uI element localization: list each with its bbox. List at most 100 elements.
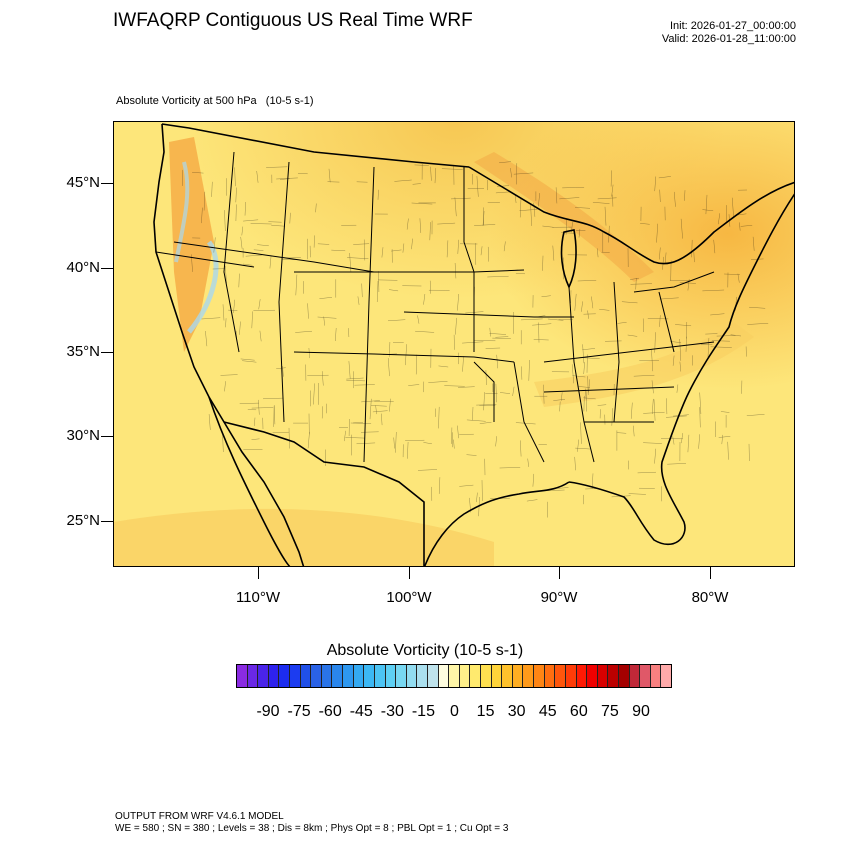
county-line: [687, 434, 690, 453]
county-line: [356, 442, 376, 444]
county-line: [348, 361, 351, 379]
county-line: [489, 333, 507, 335]
county-line: [577, 280, 597, 282]
county-line: [253, 249, 264, 251]
county-line: [659, 189, 661, 203]
county-line: [654, 332, 656, 353]
county-line: [478, 496, 480, 517]
county-line: [262, 397, 284, 399]
county-line: [582, 348, 596, 350]
county-line: [345, 437, 366, 439]
colorbar: [236, 664, 672, 688]
colorbar-cell: [417, 665, 428, 687]
county-line: [503, 241, 506, 252]
county-line: [466, 419, 486, 422]
lon-label-110: 110°W: [235, 589, 281, 606]
county-line: [282, 366, 284, 377]
field-label: Absolute Vorticity at 500 hPa (10-5 s-1): [116, 95, 314, 107]
county-line: [346, 380, 366, 382]
county-line: [585, 391, 587, 412]
county-line: [665, 415, 687, 418]
county-line: [285, 257, 301, 259]
county-line: [243, 219, 259, 222]
county-line: [457, 239, 459, 254]
county-line: [417, 315, 420, 324]
county-line: [499, 392, 511, 394]
county-line: [480, 246, 483, 256]
valid-time: Valid: 2026-01-28_11:00:00: [661, 33, 796, 45]
county-line: [585, 488, 598, 490]
county-line: [191, 254, 193, 272]
county-line: [235, 330, 238, 342]
colorbar-cell: [374, 665, 386, 687]
county-line: [412, 183, 421, 185]
county-line: [328, 168, 331, 183]
county-line: [489, 327, 491, 337]
county-line: [543, 384, 545, 404]
colorbar-cell: [353, 665, 365, 687]
colorbar-cell: [470, 665, 482, 687]
county-line: [718, 436, 731, 438]
county-line: [268, 221, 282, 223]
county-line: [393, 437, 395, 449]
county-line: [269, 255, 272, 269]
county-line: [271, 225, 286, 227]
colorbar-tick-label: 30: [507, 703, 526, 720]
county-line: [495, 436, 497, 447]
county-line: [591, 296, 594, 309]
county-line: [718, 213, 720, 225]
county-line: [527, 458, 529, 467]
county-line: [364, 239, 365, 261]
coastlines: [153, 123, 794, 566]
county-line: [276, 177, 298, 180]
map-canvas: [114, 122, 794, 566]
county-line: [680, 218, 683, 239]
county-line: [526, 499, 538, 502]
colorbar-cell: [332, 665, 344, 687]
county-line: [323, 316, 325, 326]
county-line: [317, 243, 330, 245]
county-line: [238, 273, 240, 288]
vorticity-map: [113, 121, 795, 567]
county-line: [274, 405, 276, 425]
lon-tick-100: [409, 567, 410, 579]
colorbar-cell: [565, 665, 577, 687]
colorbar-cell: [587, 665, 598, 687]
county-line: [313, 383, 315, 405]
county-line: [578, 228, 581, 238]
county-line: [225, 318, 227, 328]
county-line: [317, 316, 337, 319]
county-line: [479, 422, 492, 424]
county-line: [437, 222, 456, 225]
county-line: [608, 225, 610, 243]
county-line: [201, 317, 221, 320]
county-line: [266, 166, 288, 168]
county-line: [728, 214, 731, 227]
colorbar-cell: [311, 665, 322, 687]
county-line: [585, 388, 587, 400]
county-line: [242, 263, 253, 266]
county-line: [627, 334, 638, 337]
county-line: [307, 303, 309, 319]
gulf-vorticity-band: [114, 508, 494, 566]
colorbar-cell: [650, 665, 662, 687]
county-line: [528, 359, 530, 381]
county-line: [205, 330, 208, 347]
colorbar-cell: [449, 665, 460, 687]
county-line: [746, 414, 765, 416]
county-line: [220, 374, 238, 376]
colorbar-cell: [343, 665, 354, 687]
colorbar-cell: [385, 665, 397, 687]
county-line: [749, 307, 766, 309]
county-line: [640, 223, 650, 225]
county-line: [574, 207, 591, 209]
county-line: [747, 323, 769, 325]
county-line: [643, 442, 662, 444]
county-line: [438, 365, 449, 368]
county-line: [496, 185, 510, 187]
county-line: [381, 247, 384, 258]
lat-tick-35: [101, 352, 113, 353]
county-line: [331, 249, 346, 251]
county-line: [572, 364, 574, 384]
county-line: [276, 367, 286, 369]
